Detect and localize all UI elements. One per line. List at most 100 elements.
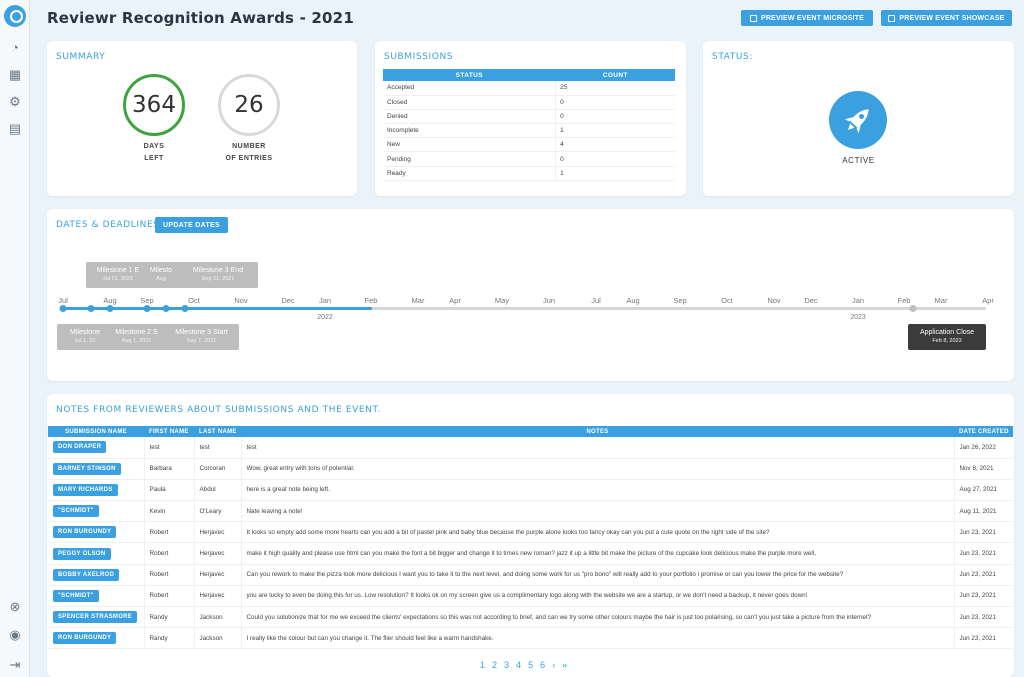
submission-name-button[interactable]: "SCHMIDT" <box>53 505 99 518</box>
page-link[interactable]: 1 <box>480 660 486 670</box>
month-label: Jul <box>591 296 601 305</box>
table-row: Ready 1 <box>383 166 675 181</box>
table-row: Incomplete 1 <box>383 123 675 139</box>
notes-card: NOTES FROM REVIEWERS ABOUT SUBMISSIONS A… <box>47 394 1014 677</box>
milestone-dot[interactable] <box>106 305 114 312</box>
milestone-tooltip: Milesto Aug <box>141 262 181 288</box>
notes-title: NOTES FROM REVIEWERS ABOUT SUBMISSIONS A… <box>56 405 381 415</box>
external-link-icon <box>750 14 757 22</box>
submissions-table: STATUS COUNT Accepted 25 Closed 0 Denied 0 … <box>383 69 675 181</box>
preview-showcase-button[interactable]: PREVIEW EVENT SHOWCASE <box>881 10 1012 26</box>
submission-name-button[interactable]: PEGGY OLSON <box>53 547 111 560</box>
month-label: Jul <box>58 296 68 305</box>
notes-header: NOTES <box>241 426 954 437</box>
month-label: Nov <box>767 296 781 305</box>
month-label: Oct <box>721 296 733 305</box>
month-label: Nov <box>234 296 248 305</box>
submission-name-button[interactable]: "SCHMIDT" <box>53 589 99 602</box>
gear-icon[interactable]: ⚙ <box>9 94 21 109</box>
milestone-dot[interactable] <box>143 305 151 312</box>
status-header: STATUS <box>383 69 556 81</box>
milestone-dot[interactable] <box>87 305 95 312</box>
table-row: Accepted 25 <box>383 81 675 96</box>
month-label: Dec <box>804 296 818 305</box>
table-row: BARNEY STINSON Barbara Corcoran Wow, great… <box>48 458 1013 480</box>
preview-showcase-label: PREVIEW EVENT SHOWCASE <box>899 14 1005 22</box>
application-close-tooltip: Application Close Feb 8, 2023 <box>908 324 986 350</box>
page-link[interactable]: 2 <box>492 660 498 670</box>
page-link[interactable]: 5 <box>528 660 534 670</box>
status-card: STATUS: ACTIVE <box>703 41 1014 196</box>
month-label: Sep <box>140 296 154 305</box>
entries-value: 26 <box>218 74 280 136</box>
month-label: Apr <box>449 296 461 305</box>
logout-icon[interactable]: ⇥ <box>9 657 21 672</box>
pagination: 1 2 3 4 5 6 › » <box>480 660 567 670</box>
milestone-dot[interactable] <box>181 305 189 312</box>
entries-label: NUMBER OF ENTRIES <box>225 143 273 162</box>
submissions-title: SUBMISSIONS <box>384 52 454 62</box>
submission-name-button[interactable]: RON BURGUNDY <box>53 632 117 645</box>
month-label: Jun <box>542 296 556 305</box>
month-label: Feb <box>364 296 378 305</box>
timeline-progress <box>61 307 372 310</box>
submission-name-button[interactable]: BOBBY AXELROD <box>53 568 120 581</box>
milestone-tooltip: Milestone 2 S Aug 1, 2021 <box>106 324 167 350</box>
date-created-header: DATE CREATED <box>954 426 1013 437</box>
month-label: Mar <box>934 296 948 305</box>
table-row: MARY RICHARDS Paula Abdul here is a great … <box>48 479 1013 502</box>
preview-microsite-button[interactable]: PREVIEW EVENT MICROSITE <box>741 10 873 26</box>
sidebar: ◔ ▦ ⚙ ▤ ⊗ ◉ ⇥ <box>0 0 30 677</box>
milestone-dot[interactable] <box>59 305 67 312</box>
month-label: Aug <box>103 296 117 305</box>
table-row: PEGGY OLSON Robert Herjavec make it high q… <box>48 542 1013 565</box>
year-label: 2023 <box>850 314 866 321</box>
page-link[interactable]: 4 <box>516 660 522 670</box>
application-close-dot[interactable] <box>909 305 917 312</box>
last-page-icon[interactable]: » <box>562 660 568 670</box>
user-icon[interactable]: ◉ <box>9 627 21 642</box>
submissions-card: SUBMISSIONS STATUS COUNT Accepted 25 Clos… <box>375 41 686 196</box>
page-link[interactable]: 3 <box>504 660 510 670</box>
submission-name-button[interactable]: DON DRAPER <box>53 441 107 454</box>
status-title: STATUS: <box>712 52 753 62</box>
submission-name-button[interactable]: BARNEY STINSON <box>53 462 121 475</box>
days-left-label: DAYS LEFT <box>143 143 165 162</box>
page-link[interactable]: 6 <box>540 660 546 670</box>
help-icon[interactable]: ⊗ <box>9 599 21 614</box>
month-label: May <box>494 296 510 305</box>
submission-name-header: SUBMISSION NAME <box>48 426 144 437</box>
rocket-icon <box>829 91 887 149</box>
month-label: Jan <box>318 296 332 305</box>
external-link-icon <box>888 14 896 22</box>
milestone-tooltip: Milestone Jul 1, 20 <box>57 324 113 350</box>
month-label: Oct <box>188 296 200 305</box>
search-icon[interactable] <box>4 5 26 27</box>
submission-name-button[interactable]: RON BURGUNDY <box>53 526 117 539</box>
update-dates-button[interactable]: UPDATE DATES <box>155 217 229 233</box>
table-row: Closed 0 <box>383 95 675 110</box>
notes-table: SUBMISSION NAME FIRST NAME LAST NAME NOT… <box>48 426 1013 650</box>
days-left-value: 364 <box>123 74 185 136</box>
preview-microsite-label: PREVIEW EVENT MICROSITE <box>761 14 864 22</box>
milestone-dot[interactable] <box>162 305 170 312</box>
table-row: DON DRAPER test test test Jan 26, 2022 <box>48 437 1013 459</box>
summary-title: SUMMARY <box>56 52 106 62</box>
count-header: COUNT <box>555 69 675 81</box>
next-page-icon[interactable]: › <box>552 660 556 670</box>
timeline-track <box>61 307 986 310</box>
milestone-tooltip: Milestone 3 Start Sep 7, 2021 <box>164 324 239 350</box>
table-row: New 4 <box>383 137 675 153</box>
calendar-icon[interactable]: ▦ <box>8 67 22 82</box>
clipboard-icon[interactable]: ▤ <box>8 121 22 136</box>
submission-name-button[interactable]: MARY RICHARDS <box>53 483 118 496</box>
year-label: 2022 <box>317 314 333 321</box>
table-row: "SCHMIDT" Robert Herjavec you are lucky to… <box>48 585 1013 608</box>
table-row: BOBBY AXELROD Robert Herjavec Can you rewo… <box>48 564 1013 586</box>
dashboard-icon[interactable]: ◔ <box>11 40 19 55</box>
table-row: RON BURGUNDY Randy Jackson I really like t… <box>48 627 1013 650</box>
table-row: Denied 0 <box>383 109 675 125</box>
milestone-tooltip: Milestone 1 E Jul 21, 2021 <box>86 262 150 288</box>
submission-name-button[interactable]: SPENCER STRASMORE <box>53 611 138 624</box>
table-row: RON BURGUNDY Robert Herjavec It looks so e… <box>48 521 1013 544</box>
